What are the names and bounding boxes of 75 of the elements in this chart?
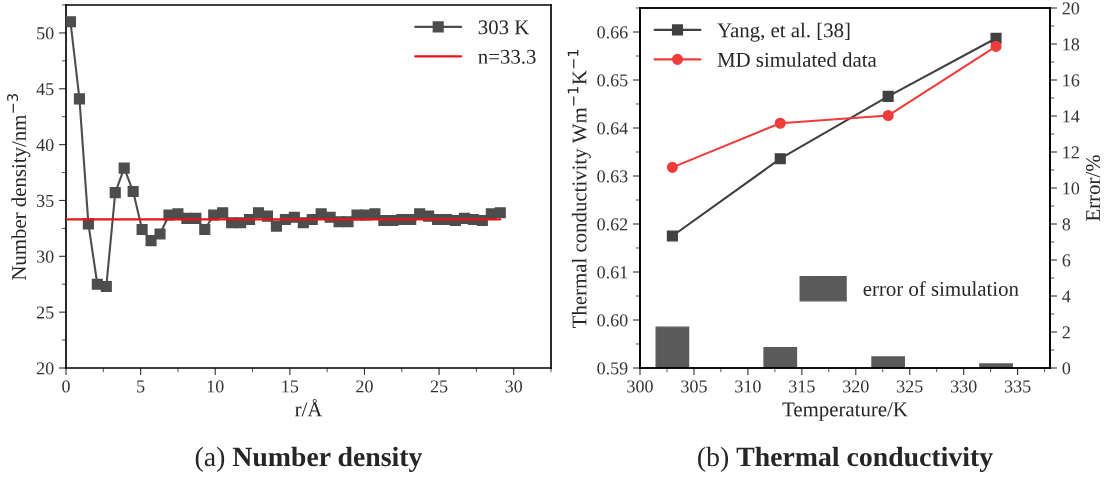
y-tick-label: 25 bbox=[36, 306, 54, 319]
point bbox=[100, 280, 112, 293]
text: (b) Thermal conductivity bbox=[698, 446, 993, 472]
y-tick-label: 0.64 bbox=[597, 122, 628, 135]
point bbox=[199, 223, 211, 236]
y2-tick-label: 0 bbox=[1062, 362, 1071, 375]
x-tick-label: 10 bbox=[207, 380, 224, 393]
point bbox=[154, 228, 166, 240]
point bbox=[127, 185, 139, 198]
x-tick-label: 330 bbox=[951, 380, 977, 393]
legend-label: 303 K bbox=[478, 20, 530, 35]
x-tick-label: 25 bbox=[430, 380, 448, 393]
point bbox=[666, 230, 678, 242]
x-tick-label: 300 bbox=[627, 380, 653, 393]
point bbox=[136, 223, 148, 236]
x-tick-label: 310 bbox=[735, 380, 761, 393]
y-tick-label: 0.62 bbox=[597, 218, 628, 231]
x-tick-label: 325 bbox=[897, 380, 923, 393]
y2-tick-label: 18 bbox=[1063, 38, 1080, 51]
x-axis-title: Temperature/K bbox=[782, 402, 908, 421]
y-tick-label: 45 bbox=[36, 83, 54, 96]
y-tick-label: 0.66 bbox=[597, 26, 628, 39]
point bbox=[270, 220, 282, 232]
point bbox=[774, 117, 786, 129]
point bbox=[73, 93, 85, 105]
y-tick-label: 0.59 bbox=[597, 362, 628, 375]
y2-tick-label: 2 bbox=[1062, 326, 1070, 339]
y2-tick-label: 12 bbox=[1063, 146, 1079, 159]
y2-tick-label: 16 bbox=[1063, 74, 1080, 87]
y-tick-label: 0.65 bbox=[597, 74, 628, 87]
point bbox=[990, 40, 1002, 52]
x-tick-label: 5 bbox=[137, 380, 145, 393]
y-tick-label: 0.60 bbox=[597, 314, 628, 327]
y-tick-label: 35 bbox=[37, 194, 54, 207]
y-axis-title: Number density/nm$^{−3}$ bbox=[7, 94, 31, 281]
point bbox=[882, 90, 894, 102]
y2-tick-label: 14 bbox=[1063, 110, 1080, 123]
legend-label: MD simulated data bbox=[717, 52, 877, 67]
y2-tick-label: 8 bbox=[1062, 218, 1071, 231]
point bbox=[109, 187, 121, 199]
y2-tick-label: 6 bbox=[1062, 254, 1071, 267]
legend-label: Yang, et al. [38] bbox=[717, 22, 850, 42]
point bbox=[66, 16, 77, 28]
point bbox=[217, 207, 229, 219]
y2-tick-label: 20 bbox=[1062, 2, 1080, 15]
y-tick-label: 20 bbox=[36, 362, 54, 375]
y2-tick-label: 10 bbox=[1063, 182, 1080, 195]
point bbox=[774, 153, 786, 165]
x-tick-label: 320 bbox=[843, 380, 869, 393]
point bbox=[882, 109, 894, 122]
x-tick-label: 15 bbox=[282, 380, 299, 393]
bar bbox=[871, 356, 906, 368]
point bbox=[494, 207, 506, 219]
bar bbox=[655, 326, 690, 368]
point bbox=[118, 162, 130, 174]
x-tick-label: 20 bbox=[356, 380, 373, 393]
x-tick-label: 0 bbox=[62, 380, 70, 393]
x-tick-label: 335 bbox=[1004, 380, 1031, 393]
text: (a) Number density bbox=[195, 446, 423, 472]
x-tick-label: 30 bbox=[505, 380, 523, 393]
y-axis-title: Thermal conductivity Wm$^{−1}$K$^{−1}$ bbox=[567, 49, 591, 328]
y-tick-label: 0.63 bbox=[597, 170, 628, 183]
legend-label: n=33.3 bbox=[478, 49, 536, 64]
y2-tick-label: 4 bbox=[1062, 290, 1071, 303]
x-tick-label: 305 bbox=[681, 380, 707, 393]
point bbox=[666, 161, 678, 173]
y-tick-label: 40 bbox=[36, 138, 54, 152]
bar bbox=[763, 346, 798, 368]
legend-label: error of simulation bbox=[863, 281, 1019, 296]
y-tick-label: 30 bbox=[37, 250, 54, 263]
y-tick-label: 0.61 bbox=[597, 266, 628, 279]
y2-axis-title: Error/% bbox=[1086, 155, 1101, 221]
x-tick-label: 315 bbox=[789, 380, 815, 393]
x-axis-title: r/Å bbox=[295, 399, 323, 417]
y-tick-label: 50 bbox=[37, 27, 54, 40]
